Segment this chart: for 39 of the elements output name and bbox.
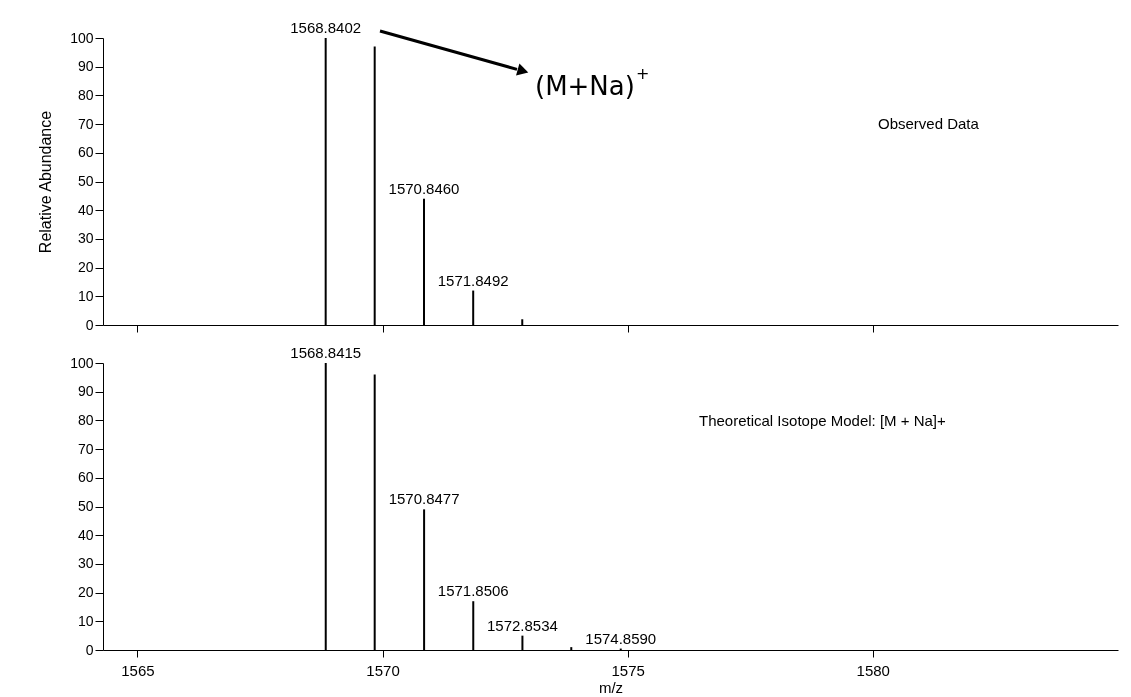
annotation: 1568.8402	[290, 19, 362, 36]
annotation: 1574.8590	[585, 629, 657, 647]
y-tick-label: 0	[85, 316, 94, 333]
y-tick-label: 30	[77, 230, 94, 247]
y-tick-label: 60	[77, 469, 94, 486]
annotation: 1570.8460	[388, 179, 460, 197]
y-tick-label: 50	[77, 498, 94, 514]
x-tick-label: 1580	[856, 661, 890, 679]
y-tick-label: 70	[77, 115, 94, 132]
x-tick-label: 1570	[366, 661, 400, 679]
y-tick-label: 70	[77, 440, 94, 457]
y-tick-label: 60	[77, 144, 94, 161]
y-tick-label: 40	[77, 526, 94, 543]
y-tick-label: 40	[77, 201, 94, 218]
y-tick-label: 50	[77, 173, 94, 189]
annotation: 1570.8477	[388, 490, 460, 508]
y-tick-label: 100	[70, 354, 94, 371]
y-tick-label: 30	[77, 555, 94, 572]
y-tick-label: 20	[77, 584, 94, 601]
annotation: Observed Data	[878, 115, 980, 132]
annotation: (M+Na)+	[535, 64, 650, 101]
y-tick-label: 10	[77, 287, 94, 304]
annotation: 1568.8415	[290, 344, 362, 361]
y-tick-label: 100	[70, 29, 94, 46]
annotation: 1572.8534	[486, 616, 558, 634]
y-axis-title: Relative Abundance	[37, 110, 55, 254]
y-tick-label: 20	[77, 259, 94, 276]
annotation: Theoretical Isotope Model: [M + Na]+	[699, 412, 947, 429]
y-tick-label: 10	[77, 612, 94, 629]
x-axis-title: m/z	[598, 678, 624, 696]
annotation: 1571.8506	[437, 582, 509, 600]
x-tick-label: 1565	[121, 661, 155, 679]
y-tick-label: 90	[77, 58, 94, 75]
y-tick-label: 0	[85, 641, 94, 658]
y-tick-label: 80	[77, 411, 94, 428]
annotation: 1571.8492	[437, 271, 509, 289]
y-tick-label: 80	[77, 86, 94, 103]
x-tick-label: 1575	[611, 661, 645, 679]
y-tick-label: 90	[77, 383, 94, 400]
